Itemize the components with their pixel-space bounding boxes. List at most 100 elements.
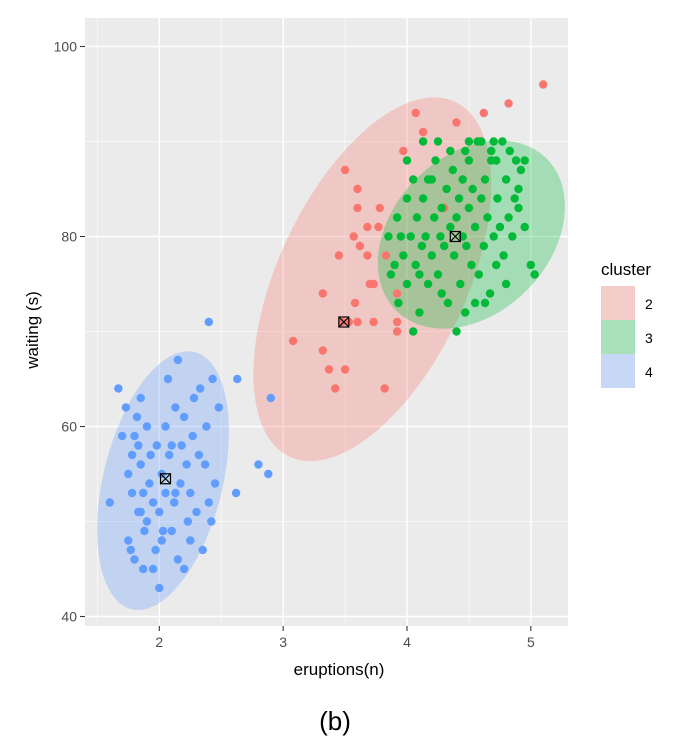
point-cluster-4 [200, 460, 210, 469]
point-cluster-3 [483, 213, 492, 222]
point-cluster-4 [171, 488, 180, 498]
point-cluster-4 [210, 479, 220, 488]
point-cluster-3 [508, 232, 517, 241]
point-cluster-2 [418, 127, 428, 137]
legend-label-2: 2 [645, 296, 653, 312]
point-cluster-2 [539, 80, 548, 89]
point-cluster-4 [233, 374, 242, 384]
point-cluster-3 [474, 270, 483, 279]
x-ticks: 2 3 4 5 [155, 626, 535, 650]
point-cluster-3 [390, 260, 399, 270]
point-cluster-4 [231, 488, 241, 498]
y-ticks: 40 60 80 100 [54, 39, 85, 625]
point-cluster-3 [505, 146, 514, 156]
point-cluster-3 [520, 222, 529, 232]
figure-caption: (b) [319, 706, 351, 736]
point-cluster-4 [161, 488, 170, 498]
point-cluster-3 [470, 222, 480, 232]
point-cluster-4 [179, 412, 189, 422]
point-cluster-3 [423, 279, 433, 289]
point-cluster-4 [139, 488, 148, 498]
legend-key-4 [601, 354, 635, 388]
point-cluster-3 [477, 194, 486, 203]
point-cluster-3 [386, 270, 396, 279]
point-cluster-3 [440, 241, 449, 251]
centroid-box [449, 230, 461, 243]
point-cluster-3 [431, 156, 440, 165]
point-cluster-2 [363, 251, 372, 260]
point-cluster-4 [130, 431, 139, 441]
point-cluster-4 [155, 507, 164, 517]
point-cluster-4 [136, 507, 145, 517]
x-tick-label: 2 [155, 634, 163, 650]
point-cluster-2 [353, 184, 362, 194]
point-cluster-4 [148, 498, 158, 507]
point-cluster-3 [458, 175, 467, 184]
point-cluster-2 [504, 99, 513, 108]
point-cluster-3 [480, 175, 490, 184]
point-cluster-4 [198, 545, 207, 555]
point-cluster-3 [409, 175, 418, 184]
point-cluster-4 [134, 441, 143, 450]
point-cluster-3 [511, 156, 521, 165]
point-cluster-2 [392, 289, 402, 298]
centroid-cluster-4 [159, 473, 172, 485]
point-cluster-4 [165, 450, 174, 460]
point-cluster-3 [452, 213, 461, 222]
point-cluster-3 [412, 213, 422, 222]
point-cluster-3 [485, 289, 495, 298]
point-cluster-4 [152, 441, 161, 450]
y-tick-label: 60 [61, 419, 77, 435]
point-cluster-3 [499, 251, 508, 260]
point-cluster-4 [127, 450, 137, 460]
cluster-centroids [159, 230, 461, 485]
point-cluster-2 [349, 232, 358, 241]
point-cluster-2 [340, 165, 350, 175]
plot-panel [85, 18, 568, 626]
point-cluster-2 [340, 365, 350, 374]
centroid-cross [449, 231, 461, 242]
y-axis-title: waiting (s) [23, 291, 42, 369]
legend-key-3 [601, 320, 635, 354]
point-cluster-4 [151, 545, 160, 555]
point-cluster-4 [194, 450, 204, 460]
point-cluster-2 [374, 222, 383, 232]
point-cluster-4 [196, 384, 205, 393]
point-cluster-4 [204, 498, 213, 507]
point-cluster-3 [409, 327, 418, 336]
point-cluster-4 [214, 403, 223, 412]
legend-key-bg [601, 354, 635, 388]
point-cluster-4 [170, 498, 179, 507]
point-cluster-4 [155, 583, 164, 593]
point-cluster-4 [158, 526, 168, 536]
point-cluster-4 [173, 555, 183, 564]
point-cluster-2 [381, 251, 391, 260]
centroid-box [338, 316, 350, 328]
point-cluster-2 [411, 108, 420, 118]
point-cluster-2 [392, 327, 402, 336]
point-cluster-3 [489, 232, 498, 241]
point-cluster-3 [487, 146, 496, 156]
y-tick-label: 100 [54, 39, 78, 55]
point-cluster-4 [189, 393, 199, 403]
point-cluster-3 [437, 203, 446, 213]
point-cluster-3 [477, 137, 486, 146]
point-cluster-2 [324, 365, 334, 374]
point-cluster-3 [464, 203, 474, 213]
centroid-cross [160, 473, 171, 485]
point-cluster-2 [363, 222, 372, 232]
point-cluster-2 [380, 384, 389, 393]
point-cluster-3 [498, 137, 507, 146]
point-cluster-4 [105, 498, 115, 507]
point-cluster-3 [501, 279, 511, 289]
point-cluster-2 [288, 336, 298, 346]
point-cluster-4 [173, 355, 183, 365]
point-cluster-4 [140, 526, 149, 536]
point-cluster-2 [479, 108, 488, 118]
point-cluster-2 [353, 203, 362, 213]
legend: cluster 2 3 4 [601, 260, 653, 388]
point-cluster-4 [163, 374, 173, 384]
point-cluster-3 [514, 184, 523, 194]
point-cluster-3 [461, 146, 470, 156]
